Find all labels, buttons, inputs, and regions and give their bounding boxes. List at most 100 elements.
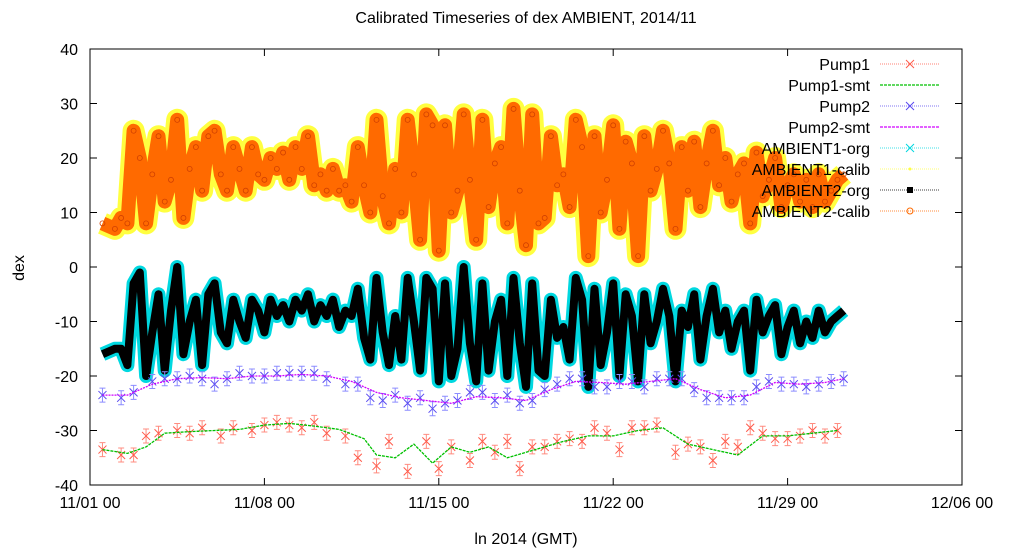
data-point [834, 176, 841, 183]
y-tick-label: -40 [55, 478, 78, 495]
y-tick-label: -20 [55, 369, 78, 386]
data-point [354, 144, 361, 151]
data-point [417, 236, 424, 243]
data-point [540, 442, 550, 452]
data-point [733, 442, 743, 452]
legend: Pump1 Pump1-smt Pump2 Pump2-smt AMBIENT1-org… [752, 57, 940, 221]
data-point [249, 144, 255, 151]
data-point [677, 374, 687, 384]
data-point [627, 423, 637, 433]
legend-label: AMBIENT2-org [762, 183, 870, 200]
data-point [523, 242, 529, 249]
data-point [905, 143, 915, 153]
data-point [708, 456, 718, 465]
data-point [373, 116, 380, 123]
data-point [652, 374, 662, 384]
data-point [741, 160, 747, 167]
data-point [678, 144, 685, 151]
data-point [421, 437, 431, 446]
data-point [516, 187, 523, 194]
data-point [124, 220, 131, 227]
data-point [777, 379, 786, 389]
y-tick-label: 30 [60, 97, 78, 114]
data-point [342, 182, 349, 189]
data-point [236, 165, 243, 172]
data-point [552, 379, 562, 389]
data-point [666, 160, 673, 167]
chart-title: Calibrated Timeseries of dex AMBIENT, 20… [355, 10, 696, 27]
data-point [905, 101, 915, 111]
data-point [510, 106, 517, 112]
data-point [267, 155, 274, 161]
legend-label: Pump2 [819, 99, 870, 116]
data-point [485, 204, 492, 210]
data-point [541, 215, 548, 221]
data-point [155, 133, 162, 140]
data-point [341, 379, 350, 389]
x-tick-label: 11/15 00 [408, 495, 469, 512]
data-point [697, 204, 704, 210]
data-point [192, 144, 199, 151]
y-tick-label: 20 [60, 151, 78, 168]
data-point [330, 165, 336, 172]
data-point [378, 396, 388, 405]
y-tick-label: 10 [60, 206, 78, 223]
legend-marker [908, 167, 912, 171]
data-point [478, 437, 487, 446]
data-point [647, 187, 654, 194]
data-point [99, 220, 106, 227]
data-point [465, 387, 475, 397]
data-point [602, 382, 612, 392]
data-point [261, 176, 268, 183]
data-point [577, 437, 587, 446]
data-point [386, 220, 392, 227]
series-pump2-smt [102, 373, 844, 404]
data-point [479, 116, 486, 123]
data-point [664, 374, 674, 384]
data-point [168, 176, 174, 183]
data-point [641, 133, 648, 140]
data-point [423, 111, 430, 118]
data-point [579, 144, 585, 151]
data-point [298, 165, 305, 172]
data-point [292, 144, 299, 151]
data-point [753, 149, 760, 156]
y-tick-label: 0 [69, 260, 78, 277]
data-point [784, 182, 791, 189]
data-point [703, 160, 710, 167]
data-point [309, 417, 319, 427]
data-point [828, 187, 835, 194]
data-point [379, 193, 386, 200]
data-point [384, 437, 394, 446]
x-tick-label: 11/08 00 [234, 495, 295, 512]
data-point [372, 461, 381, 471]
y-tick-label: -10 [55, 315, 78, 332]
data-point [435, 247, 442, 254]
data-point [172, 374, 182, 384]
data-point [604, 176, 610, 183]
data-point [498, 144, 504, 151]
x-tick-label: 11/01 00 [59, 495, 120, 512]
x-tick-label: 12/06 00 [931, 495, 993, 512]
data-point [365, 393, 375, 403]
data-point [180, 215, 187, 221]
data-point [273, 165, 280, 172]
data-point [98, 390, 107, 400]
data-point [211, 127, 218, 134]
x-axis-label: ln 2014 (GMT) [474, 531, 577, 548]
data-point [716, 182, 722, 189]
data-point [504, 220, 511, 227]
data-point [428, 404, 437, 414]
data-point [174, 116, 181, 123]
series-pump1-smt [102, 422, 838, 464]
data-point [141, 431, 151, 441]
data-point [790, 171, 797, 178]
data-point [814, 379, 824, 389]
data-point [822, 198, 828, 205]
data-point [297, 368, 307, 378]
data-point [403, 467, 413, 476]
data-point [280, 149, 286, 156]
data-point [565, 434, 574, 444]
data-point [778, 204, 785, 210]
